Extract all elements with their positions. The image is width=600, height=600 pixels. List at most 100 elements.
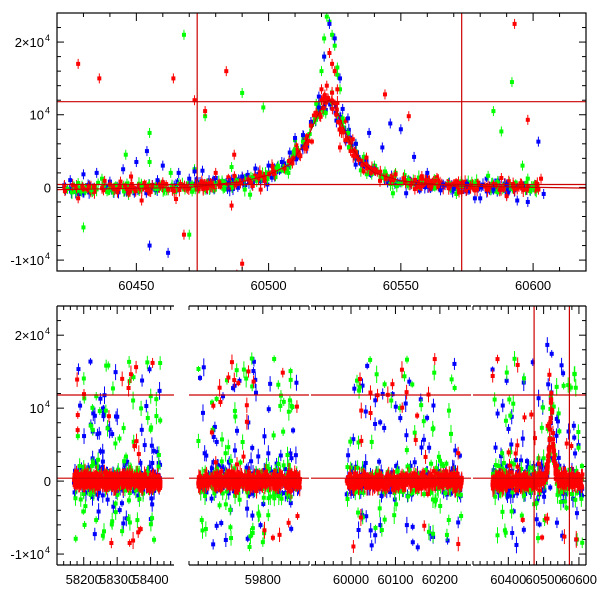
top-noise-point bbox=[252, 173, 257, 178]
top-noise-point bbox=[123, 183, 128, 188]
top-noise-point bbox=[258, 179, 263, 184]
top-noise-point bbox=[436, 185, 441, 190]
bottom-point-green bbox=[196, 438, 201, 443]
bottom-point-green bbox=[198, 489, 203, 494]
bottom-point-red bbox=[221, 478, 226, 483]
bottom-point-green bbox=[210, 400, 215, 405]
bottom-point-green bbox=[126, 498, 131, 503]
bottom-point-green bbox=[281, 399, 286, 404]
bottom-point-red bbox=[73, 478, 78, 483]
top-noise-point bbox=[212, 185, 217, 190]
top-noise-point bbox=[333, 100, 338, 105]
bottom-point-green bbox=[241, 367, 246, 372]
bottom-point-green bbox=[281, 429, 286, 434]
top-point-blue bbox=[515, 198, 520, 203]
top-noise-point bbox=[471, 186, 476, 191]
bottom-point-red bbox=[286, 520, 291, 525]
top-noise-point bbox=[232, 183, 237, 188]
bottom-point-green bbox=[81, 376, 86, 381]
bottom-point-red bbox=[149, 482, 154, 487]
top-point-blue bbox=[94, 170, 99, 175]
top-noise-point bbox=[101, 188, 106, 193]
top-point-green bbox=[99, 176, 104, 181]
top-noise-point bbox=[454, 179, 459, 184]
bottom-point-red bbox=[267, 481, 272, 486]
top-noise-point bbox=[323, 110, 328, 115]
top-point-red bbox=[327, 50, 332, 55]
top-point-red bbox=[76, 61, 81, 66]
bottom-point-red bbox=[119, 477, 124, 482]
bottom-point-blue bbox=[149, 496, 154, 501]
bottom-point-green bbox=[238, 460, 243, 465]
bottom-point-green bbox=[145, 416, 150, 421]
bottom-point-blue bbox=[136, 493, 141, 498]
top-noise-point bbox=[100, 186, 105, 191]
bottom-point-green bbox=[158, 361, 163, 366]
top-noise-point bbox=[304, 134, 309, 139]
top-point-blue bbox=[316, 94, 321, 99]
top-point-red bbox=[472, 188, 477, 193]
top-noise-point bbox=[211, 178, 216, 183]
bottom-point-green bbox=[276, 494, 281, 499]
bottom-point-red bbox=[131, 538, 136, 543]
top-noise-point bbox=[321, 106, 326, 111]
bottom-point-red bbox=[235, 462, 240, 467]
bottom-point-green bbox=[102, 529, 107, 534]
bottom-point-red bbox=[234, 474, 239, 479]
bottom-point-green bbox=[249, 356, 254, 361]
bottom-point-red bbox=[128, 372, 133, 377]
bottom-point-red bbox=[295, 514, 300, 519]
top-noise-point bbox=[495, 190, 500, 195]
top-point-blue bbox=[425, 170, 430, 175]
bottom-point-red bbox=[262, 528, 267, 533]
top-point-blue bbox=[316, 105, 321, 110]
bottom-point-red bbox=[87, 478, 92, 483]
top-point-green bbox=[390, 191, 395, 196]
top-ytick-label: 2×10 bbox=[15, 35, 44, 50]
top-point-red bbox=[512, 21, 517, 26]
top-point-green bbox=[345, 130, 350, 135]
top-point-blue bbox=[300, 133, 305, 138]
bottom-point-red bbox=[207, 479, 212, 484]
bottom-point-green bbox=[210, 427, 215, 432]
bottom-point-green bbox=[150, 516, 155, 521]
top-point-red bbox=[129, 174, 134, 179]
bottom-point-blue bbox=[157, 388, 162, 393]
top-point-green bbox=[499, 129, 504, 134]
bottom-point-red bbox=[227, 486, 232, 491]
top-point-green bbox=[240, 90, 245, 95]
top-noise-point bbox=[146, 188, 151, 193]
bottom-point-red bbox=[137, 485, 142, 490]
top-noise-point bbox=[494, 183, 499, 188]
bottom-point-red bbox=[75, 377, 80, 382]
top-ytick-exponent: 4 bbox=[45, 106, 50, 116]
bottom-point-blue bbox=[211, 542, 216, 547]
bottom-point-green bbox=[229, 536, 234, 541]
top-point-green bbox=[213, 181, 218, 186]
bottom-point-red bbox=[233, 489, 238, 494]
bottom-point-blue bbox=[288, 451, 293, 456]
top-xtick-label: 60450 bbox=[118, 278, 154, 293]
bottom-point-green bbox=[250, 526, 255, 531]
top-noise-point bbox=[325, 95, 330, 100]
top-noise-point bbox=[121, 187, 126, 192]
top-point-blue bbox=[200, 168, 205, 173]
bottom-point-blue bbox=[253, 390, 258, 395]
bottom-point-green bbox=[131, 398, 136, 403]
bottom-point-red bbox=[134, 365, 139, 370]
bottom-point-blue bbox=[251, 491, 256, 496]
top-point-red bbox=[150, 183, 155, 188]
bottom-point-green bbox=[290, 404, 295, 409]
bottom-point-blue bbox=[246, 466, 251, 471]
bottom-point-red bbox=[290, 474, 295, 479]
top-point-red bbox=[118, 179, 123, 184]
bottom-point-blue bbox=[124, 516, 129, 521]
top-noise-point bbox=[350, 137, 355, 142]
bottom-point-green bbox=[220, 491, 225, 496]
top-noise-point bbox=[346, 127, 351, 132]
bottom-point-blue bbox=[250, 513, 255, 518]
bottom-point-green bbox=[127, 359, 132, 364]
bottom-point-blue bbox=[97, 431, 102, 436]
bottom-point-green bbox=[115, 492, 120, 497]
bottom-point-red bbox=[95, 480, 100, 485]
